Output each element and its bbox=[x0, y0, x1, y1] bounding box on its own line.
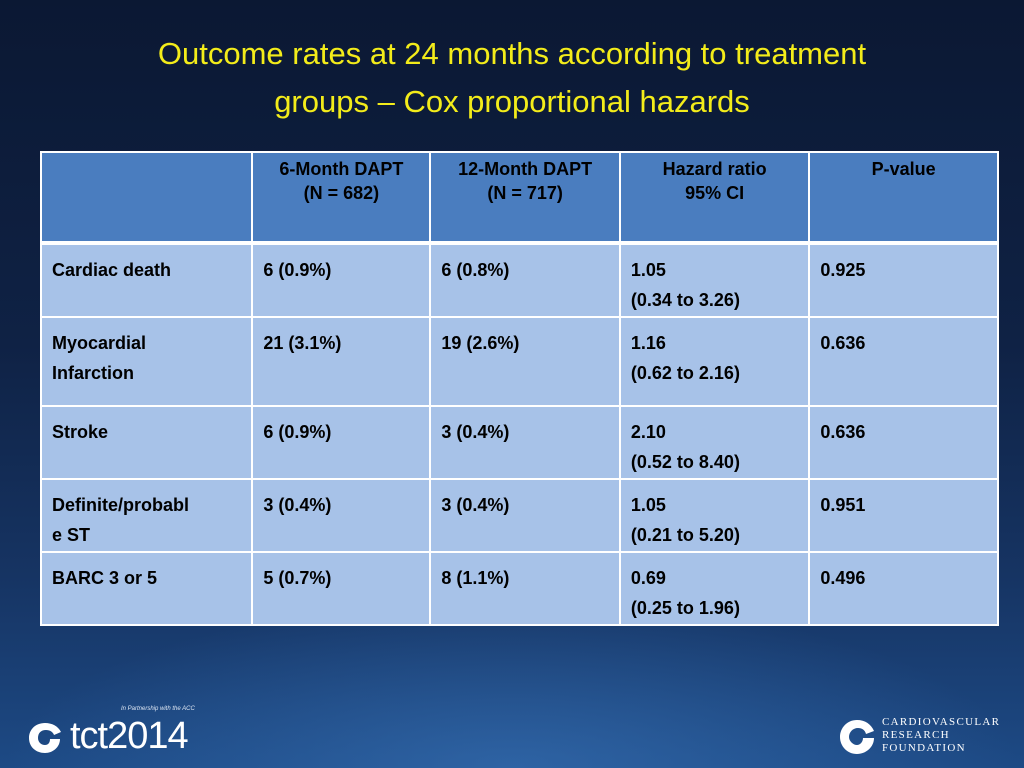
cell-outcome-line2: Infarction bbox=[52, 363, 135, 383]
table-row: Myocardial Infarction 21 (3.1%) 19 (2.6%… bbox=[39, 316, 999, 407]
header-p-value-label: P-value bbox=[871, 159, 936, 179]
slide-title: Outcome rates at 24 months according to … bbox=[60, 30, 964, 126]
cell-p-value: 0.496 bbox=[808, 551, 999, 626]
crf-line1: CARDIOVASCULAR bbox=[882, 716, 1001, 728]
tct-partner-text: In Partnership with the ACC bbox=[121, 706, 195, 712]
cell-outcome-line1: Definite/probabl bbox=[52, 495, 190, 515]
table-header-row: 6-Month DAPT (N = 682) 12-Month DAPT (N … bbox=[39, 151, 999, 245]
header-twelve-month-n: (N = 717) bbox=[487, 183, 563, 203]
swirl-logo-icon bbox=[29, 723, 61, 753]
cell-outcome-line1: Myocardial bbox=[52, 333, 147, 353]
cell-hr-value: 2.10 bbox=[630, 422, 666, 442]
cell-hazard-ratio: 1.05 (0.34 to 3.26) bbox=[618, 242, 811, 318]
cell-p-value: 0.951 bbox=[808, 478, 999, 553]
cell-twelve-month: 19 (2.6%) bbox=[429, 316, 621, 407]
table-row: BARC 3 or 5 5 (0.7%) 8 (1.1%) 0.69 (0.25… bbox=[39, 551, 999, 626]
crf-wordmark: CARDIOVASCULAR RESEARCH FOUNDATION bbox=[882, 716, 1000, 755]
cell-hr-value: 1.05 bbox=[630, 260, 666, 280]
header-hazard-ratio-label: Hazard ratio bbox=[662, 159, 767, 179]
header-outcome bbox=[39, 151, 254, 245]
background-wave bbox=[0, 598, 1024, 768]
cell-six-month: 3 (0.4%) bbox=[251, 478, 432, 553]
table-row: Stroke 6 (0.9%) 3 (0.4%) 2.10 (0.52 to 8… bbox=[39, 405, 999, 480]
header-twelve-month-label: 12-Month DAPT bbox=[458, 159, 593, 179]
cell-p-value: 0.636 bbox=[808, 405, 999, 480]
header-six-month-n: (N = 682) bbox=[303, 183, 380, 203]
cell-twelve-month: 3 (0.4%) bbox=[429, 405, 621, 480]
tct-logo-text: tct2014 bbox=[70, 715, 189, 757]
cell-hr-ci: (0.52 to 8.40) bbox=[630, 452, 740, 472]
tct-logo: In Partnership with the ACC tct2014 bbox=[26, 706, 196, 758]
cell-twelve-month: 8 (1.1%) bbox=[429, 551, 621, 626]
table-row: Cardiac death 6 (0.9%) 6 (0.8%) 1.05 (0.… bbox=[39, 242, 999, 318]
slide-title-line2: groups – Cox proportional hazards bbox=[274, 84, 750, 119]
cell-outcome: Stroke bbox=[39, 405, 254, 480]
header-hazard-ratio: Hazard ratio 95% CI bbox=[618, 151, 811, 245]
crf-logo: CARDIOVASCULAR RESEARCH FOUNDATION bbox=[838, 716, 1008, 760]
cell-outcome: Myocardial Infarction bbox=[39, 316, 254, 407]
cell-twelve-month: 6 (0.8%) bbox=[429, 242, 621, 318]
cell-hr-value: 1.16 bbox=[630, 333, 666, 353]
cell-outcome: Definite/probabl e ST bbox=[39, 478, 254, 553]
cell-hazard-ratio: 2.10 (0.52 to 8.40) bbox=[618, 405, 811, 480]
cell-hr-ci: (0.34 to 3.26) bbox=[630, 290, 740, 310]
outcomes-table: 6-Month DAPT (N = 682) 12-Month DAPT (N … bbox=[39, 151, 999, 626]
cell-six-month: 6 (0.9%) bbox=[251, 405, 432, 480]
cell-six-month: 5 (0.7%) bbox=[251, 551, 432, 626]
header-hazard-ratio-ci: 95% CI bbox=[685, 183, 745, 203]
cell-hr-value: 1.05 bbox=[630, 495, 666, 515]
cell-p-value: 0.925 bbox=[808, 242, 999, 318]
cell-hr-ci: (0.25 to 1.96) bbox=[630, 598, 740, 618]
header-twelve-month: 12-Month DAPT (N = 717) bbox=[429, 151, 621, 245]
crf-swirl-icon bbox=[840, 720, 874, 754]
cell-hazard-ratio: 1.16 (0.62 to 2.16) bbox=[618, 316, 811, 407]
cell-hazard-ratio: 1.05 (0.21 to 5.20) bbox=[618, 478, 811, 553]
cell-twelve-month: 3 (0.4%) bbox=[429, 478, 621, 553]
cell-p-value: 0.636 bbox=[808, 316, 999, 407]
cell-hr-ci: (0.62 to 2.16) bbox=[630, 363, 740, 383]
cell-outcome: BARC 3 or 5 bbox=[39, 551, 254, 626]
cell-hazard-ratio: 0.69 (0.25 to 1.96) bbox=[618, 551, 811, 626]
cell-six-month: 6 (0.9%) bbox=[251, 242, 432, 318]
cell-hr-value: 0.69 bbox=[630, 568, 666, 588]
cell-six-month: 21 (3.1%) bbox=[251, 316, 432, 407]
header-six-month-label: 6-Month DAPT bbox=[279, 159, 404, 179]
crf-line3: FOUNDATION bbox=[882, 742, 966, 754]
cell-outcome: Cardiac death bbox=[39, 242, 254, 318]
header-p-value: P-value bbox=[808, 151, 999, 245]
cell-hr-ci: (0.21 to 5.20) bbox=[630, 525, 740, 545]
header-six-month: 6-Month DAPT (N = 682) bbox=[251, 151, 432, 245]
table-row: Definite/probabl e ST 3 (0.4%) 3 (0.4%) … bbox=[39, 478, 999, 553]
cell-outcome-line2: e ST bbox=[52, 525, 91, 545]
slide-title-line1: Outcome rates at 24 months according to … bbox=[157, 36, 867, 71]
crf-line2: RESEARCH bbox=[882, 729, 950, 741]
